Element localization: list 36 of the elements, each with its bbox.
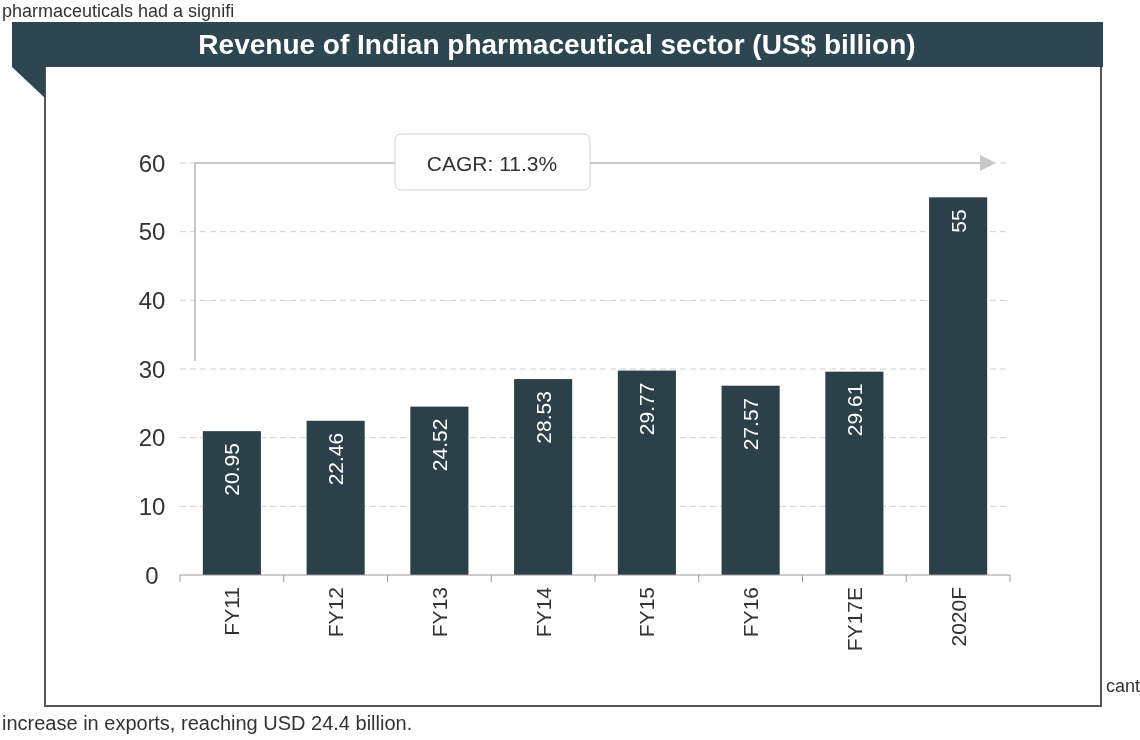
y-tick-label: 10 <box>138 492 166 520</box>
y-tick-label: 60 <box>138 149 166 177</box>
data-label: 24.52 <box>427 418 451 472</box>
text: pharmaceuticals had a signifi <box>2 1 235 21</box>
y-tick-label: 50 <box>138 218 166 246</box>
x-tick-label: FY12 <box>324 587 348 638</box>
data-label: 27.57 <box>739 397 763 451</box>
x-tick-label: FY11 <box>220 587 244 636</box>
bar <box>306 420 365 575</box>
x-tick-label: FY15 <box>635 587 659 638</box>
bar <box>929 197 988 575</box>
data-label: 22.46 <box>324 432 348 486</box>
data-label: 29.77 <box>635 382 659 436</box>
y-tick-label: 0 <box>145 561 159 589</box>
data-label: 28.53 <box>531 391 555 444</box>
chart-title: Revenue of Indian pharmaceutical sector (US$ billion) <box>198 29 916 60</box>
y-tick-label: 40 <box>138 286 166 314</box>
x-tick-label: FY16 <box>739 587 763 638</box>
data-label: 55 <box>946 209 970 233</box>
x-tick-label: FY17E <box>842 587 866 652</box>
y-tick-label: 20 <box>138 424 166 452</box>
y-tick-label: 30 <box>138 355 166 383</box>
text: increase in exports, reaching USD 24.4 billion. <box>2 712 413 734</box>
bar <box>617 370 676 575</box>
annotation: CAGR: 11.3% <box>426 151 558 175</box>
text: cant <box>1106 676 1140 696</box>
bar <box>721 385 780 575</box>
x-tick-label: 2020F <box>946 587 970 647</box>
data-label: 29.61 <box>842 383 866 437</box>
x-tick-label: FY13 <box>427 587 451 638</box>
x-tick-label: FY14 <box>531 586 555 638</box>
bar <box>410 406 469 575</box>
data-label: 20.95 <box>220 443 244 496</box>
bar <box>202 431 261 575</box>
bar <box>514 379 573 575</box>
bar <box>825 371 884 575</box>
